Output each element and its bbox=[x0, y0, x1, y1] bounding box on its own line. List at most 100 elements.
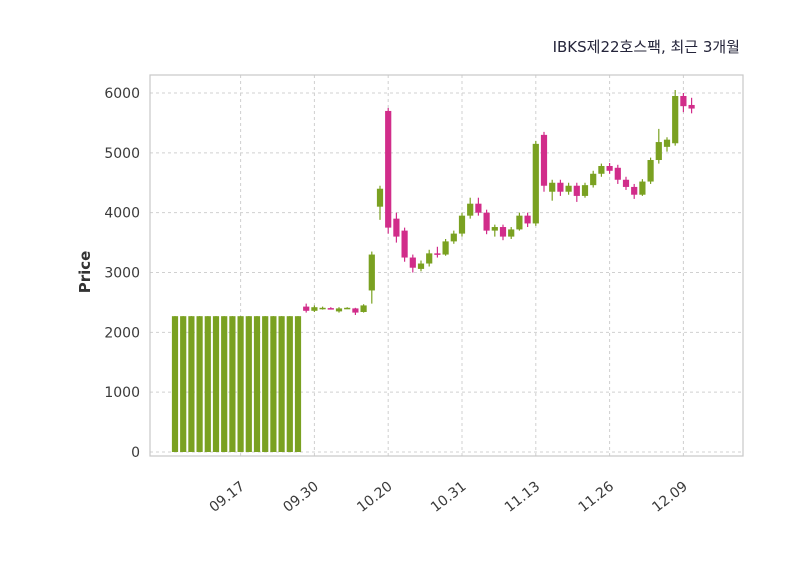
candle-body bbox=[483, 212, 490, 231]
candle-down bbox=[483, 209, 490, 235]
candle-up bbox=[663, 137, 671, 152]
candle-body bbox=[499, 227, 507, 237]
candle-up bbox=[655, 128, 662, 164]
candle-body bbox=[204, 316, 211, 452]
x-tick-label: 12.09 bbox=[649, 479, 690, 516]
y-tick-label: 3000 bbox=[104, 266, 140, 282]
y-tick-label: 4000 bbox=[104, 206, 140, 222]
candle-body bbox=[409, 257, 416, 268]
candle-body bbox=[327, 308, 334, 310]
candle-body bbox=[188, 316, 195, 452]
candle-up bbox=[508, 227, 515, 239]
chart-title: IBKS제22호스팩, 최근 3개월 bbox=[553, 38, 740, 56]
candle-body bbox=[434, 253, 441, 255]
candle-body bbox=[540, 134, 548, 186]
candle-body bbox=[368, 254, 375, 291]
candle-body bbox=[286, 316, 293, 452]
candle-body bbox=[532, 143, 539, 224]
candle-body bbox=[442, 241, 449, 255]
y-tick-label: 5000 bbox=[104, 146, 140, 162]
candle-body bbox=[458, 215, 466, 234]
candle-down bbox=[540, 131, 548, 192]
candle-up bbox=[270, 316, 277, 452]
candle-up bbox=[565, 182, 572, 195]
candle-body bbox=[508, 229, 515, 237]
candle-up bbox=[458, 212, 466, 237]
candle-down bbox=[557, 179, 564, 196]
candle-body bbox=[196, 316, 203, 452]
candle-up bbox=[581, 182, 589, 198]
candles-layer bbox=[171, 90, 695, 452]
candle-up bbox=[360, 304, 367, 313]
candle-body bbox=[262, 316, 269, 452]
candle-up bbox=[188, 316, 195, 452]
candle-up bbox=[590, 170, 597, 188]
candle-body bbox=[606, 165, 613, 171]
candle-body bbox=[549, 182, 556, 192]
candle-body bbox=[335, 308, 343, 312]
candle-down bbox=[352, 307, 359, 315]
candle-body bbox=[475, 203, 482, 213]
candle-body bbox=[294, 316, 302, 452]
candle-up bbox=[532, 140, 539, 226]
candle-down bbox=[303, 303, 310, 313]
candle-body bbox=[598, 165, 605, 174]
candle-body bbox=[426, 253, 433, 264]
candle-up bbox=[426, 249, 433, 267]
candle-body bbox=[245, 316, 252, 452]
candle-down bbox=[524, 212, 531, 228]
candle-up bbox=[229, 316, 236, 452]
candle-down bbox=[327, 307, 334, 310]
candle-down bbox=[606, 163, 613, 174]
candle-down bbox=[680, 93, 687, 113]
candle-down bbox=[393, 212, 400, 243]
candle-up bbox=[286, 316, 293, 452]
candle-body bbox=[688, 104, 695, 109]
candle-body bbox=[360, 305, 367, 312]
candle-up bbox=[212, 316, 220, 452]
x-tick-label: 10.31 bbox=[428, 479, 469, 516]
candle-body bbox=[581, 185, 589, 196]
candle-up bbox=[516, 212, 523, 231]
candle-up bbox=[262, 316, 269, 452]
candle-up bbox=[417, 260, 425, 272]
candle-body bbox=[655, 142, 662, 161]
candle-down bbox=[401, 227, 408, 262]
candle-down bbox=[385, 107, 392, 234]
x-tick-label: 10.20 bbox=[354, 479, 395, 516]
candle-up bbox=[491, 224, 498, 237]
candle-up bbox=[639, 179, 646, 196]
candle-body bbox=[524, 215, 531, 224]
candle-body bbox=[467, 203, 474, 216]
candle-body bbox=[385, 110, 392, 228]
candle-body bbox=[590, 173, 597, 186]
candle-body bbox=[680, 95, 687, 107]
candle-down bbox=[499, 224, 507, 241]
candle-body bbox=[614, 167, 621, 180]
candle-body bbox=[393, 218, 400, 237]
candle-body bbox=[319, 307, 326, 310]
candle-down bbox=[573, 182, 580, 202]
candle-up bbox=[368, 251, 375, 304]
x-tick-label: 09.17 bbox=[207, 479, 248, 516]
x-tick-label: 09.30 bbox=[280, 479, 321, 516]
candle-body bbox=[237, 316, 244, 452]
candle-body bbox=[352, 308, 359, 313]
candle-up bbox=[467, 197, 474, 219]
candle-body bbox=[212, 316, 220, 452]
candle-down bbox=[434, 246, 441, 258]
candle-up bbox=[180, 316, 187, 452]
candle-body bbox=[557, 182, 564, 192]
candle-up bbox=[598, 163, 605, 177]
candle-up bbox=[221, 316, 228, 452]
candle-body bbox=[303, 306, 310, 311]
candle-body bbox=[450, 233, 457, 242]
candle-down bbox=[688, 97, 695, 114]
candle-body bbox=[229, 316, 236, 452]
candle-up bbox=[278, 316, 285, 452]
candle-up bbox=[647, 157, 654, 184]
candle-body bbox=[278, 316, 285, 452]
candle-body bbox=[565, 185, 572, 192]
